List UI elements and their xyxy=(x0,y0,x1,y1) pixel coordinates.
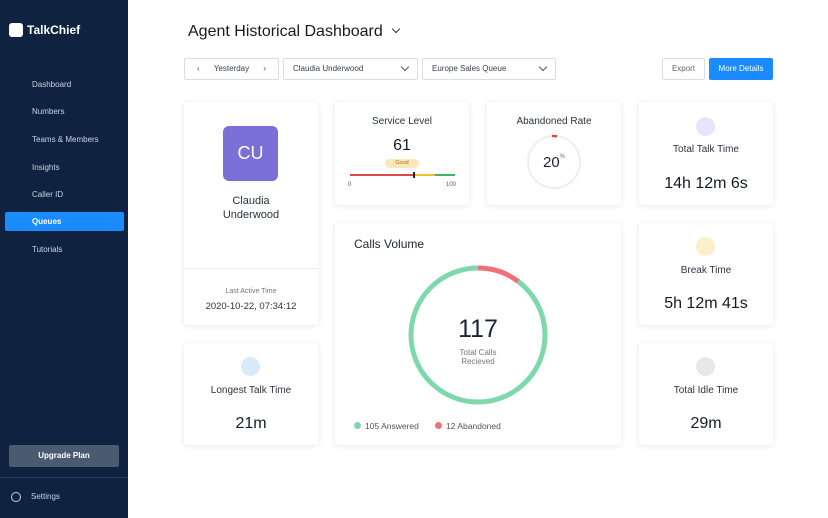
rate-value: 20% xyxy=(487,154,621,171)
nav-item[interactable]: Teams & Members xyxy=(32,135,99,144)
next[interactable]: › xyxy=(263,64,266,73)
settings-link[interactable]: Settings xyxy=(31,492,60,501)
nav-item[interactable]: Numbers xyxy=(32,107,65,116)
donut xyxy=(408,265,548,405)
card-title: Abandoned Rate xyxy=(516,116,592,127)
page-title: Agent Historical Dashboard xyxy=(188,23,383,40)
last-active-time: 2020-10-22, 07:34:12 xyxy=(205,301,297,312)
agent-name: Claudia Underwood xyxy=(222,195,280,221)
card-title: Service Level xyxy=(371,116,433,127)
settings-icon xyxy=(11,492,21,502)
service-value: 61 xyxy=(393,137,411,154)
card-title: Calls Volume xyxy=(354,237,425,251)
agent-card: CU Claudia Underwood Last Active Time 20… xyxy=(184,102,318,325)
brand: TalkChief xyxy=(27,23,81,37)
date-label: Yesterday xyxy=(213,64,250,73)
legend-abandoned: 12 Abandoned xyxy=(435,421,501,431)
sidebar: TalkChief Dashboard Numbers Teams & Member… xyxy=(0,0,128,518)
answered-label: Answered xyxy=(381,421,419,431)
divider xyxy=(0,477,128,478)
queue-filter[interactable]: Europe Sales Queue xyxy=(422,58,556,80)
card-value: 5h 12m 41s xyxy=(664,295,748,312)
nav-item[interactable]: Dashboard xyxy=(32,80,72,89)
answered-count: 105 xyxy=(365,421,380,431)
abandoned-arc xyxy=(408,265,548,405)
service-level-card: Service Level 61 Good 0 100 xyxy=(335,102,469,205)
legend-answered: 105 Answered xyxy=(354,421,419,431)
title-dropdown[interactable] xyxy=(391,24,401,34)
rate-ring xyxy=(527,134,581,189)
nav-item[interactable]: Insights xyxy=(32,163,60,172)
queue-label: Europe Sales Queue xyxy=(432,64,507,73)
nav-item[interactable]: Caller ID xyxy=(32,190,64,199)
last-active-label: Last Active Time xyxy=(225,288,277,295)
more-details-button[interactable]: More Details xyxy=(709,58,773,80)
card-value: 21m xyxy=(235,415,267,432)
rating-pill: Good xyxy=(385,159,419,168)
idle-time-card: Total Idle Time 29m xyxy=(639,343,773,445)
card-title: Break Time xyxy=(680,265,732,276)
logo-icon xyxy=(9,23,23,37)
rate-number: 20 xyxy=(542,154,560,171)
export-button[interactable]: Export xyxy=(662,58,705,80)
icon xyxy=(696,117,715,136)
gauge-min: 0 xyxy=(348,182,352,188)
icon xyxy=(241,357,260,376)
nav-item[interactable]: Queues xyxy=(5,212,124,231)
nav-item[interactable]: Tutorials xyxy=(32,245,63,254)
prev[interactable]: ‹ xyxy=(197,64,200,73)
longest-talk-card: Longest Talk Time 21m xyxy=(184,343,318,445)
talk-time-card: Total Talk Time 14h 12m 6s xyxy=(639,102,773,205)
gauge-max: 100 xyxy=(445,182,456,188)
abandoned-rate-card: Abandoned Rate 20% xyxy=(487,102,621,205)
card-value: 14h 12m 6s xyxy=(664,175,748,192)
gauge-marker xyxy=(413,172,416,178)
abandoned-label: Abandoned xyxy=(457,421,501,431)
icon xyxy=(696,357,715,376)
break-time-card: Break Time 5h 12m 41s xyxy=(639,223,773,325)
gauge xyxy=(350,172,455,178)
card-value: 29m xyxy=(690,415,722,432)
rate-unit: % xyxy=(559,154,566,160)
card-title: Total Talk Time xyxy=(673,144,739,155)
card-title: Total Idle Time xyxy=(673,385,739,396)
divider xyxy=(184,268,318,269)
total-label: Total Calls Recieved xyxy=(459,348,497,366)
swatch xyxy=(435,422,442,429)
card-title: Longest Talk Time xyxy=(210,385,292,396)
agent-label: Claudia Underwood xyxy=(293,64,364,73)
avatar: CU xyxy=(223,126,278,181)
icon xyxy=(696,237,715,256)
total-calls: 117 xyxy=(458,315,498,343)
date-filter[interactable]: ‹ Yesterday › xyxy=(184,58,279,80)
abandoned-count: 12 xyxy=(446,421,456,431)
calls-volume-card: Calls Volume 117 Total Calls Recieved 10… xyxy=(335,223,621,445)
upgrade-button[interactable]: Upgrade Plan xyxy=(9,445,119,467)
swatch xyxy=(354,422,361,429)
agent-filter[interactable]: Claudia Underwood xyxy=(283,58,418,80)
